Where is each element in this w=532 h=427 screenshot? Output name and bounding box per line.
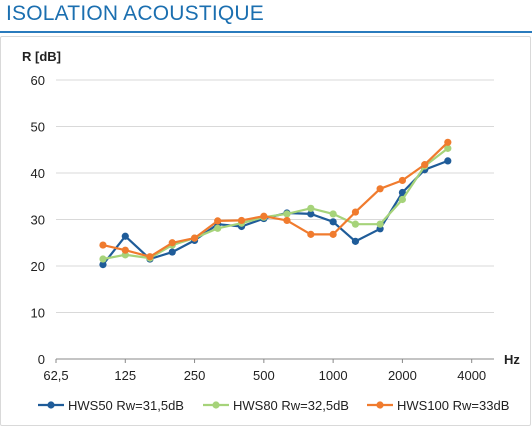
x-tick-label: 125: [114, 368, 136, 383]
data-point: [121, 246, 129, 254]
data-point: [329, 230, 337, 238]
data-point: [168, 248, 176, 256]
data-point: [121, 232, 129, 240]
data-point: [214, 217, 222, 225]
data-point: [329, 218, 337, 226]
data-point: [351, 208, 360, 216]
series-3: [99, 138, 452, 261]
legend-label: HWS100 Rw=33dB: [397, 398, 509, 413]
y-tick-label: 10: [31, 306, 45, 321]
data-point: [283, 210, 291, 218]
series-line: [102, 141, 449, 258]
x-tick-label: 250: [184, 368, 206, 383]
series-line: [102, 147, 449, 261]
data-point: [307, 230, 315, 238]
data-point: [444, 138, 452, 146]
data-point: [444, 144, 452, 152]
x-axis-label: Hz: [504, 352, 520, 367]
data-point: [307, 204, 315, 212]
title-divider: [0, 31, 532, 33]
y-tick-label: 60: [31, 73, 45, 88]
y-tick-label: 40: [31, 166, 45, 181]
chart-series: [99, 138, 452, 269]
chart-legend: HWS50 Rw=31,5dB HWS80 Rw=32,5dB HWS100 Rw=…: [38, 398, 509, 413]
chart-grid: [56, 79, 494, 360]
y-tick-label: 30: [31, 213, 45, 228]
data-point: [237, 216, 246, 225]
x-tick-label: 4000: [457, 368, 486, 383]
data-point: [260, 212, 268, 220]
x-tick-label: 500: [253, 368, 275, 383]
data-point: [214, 224, 222, 232]
data-point: [99, 241, 107, 249]
chart-axes: 0 10 20 30 40 50 60 62,5 125 250 500 1000 2000 4000 R …: [22, 49, 520, 383]
series-1: [99, 157, 452, 269]
page-title: ISOLATION ACOUSTIQUE: [6, 2, 264, 25]
legend-item: HWS100 Rw=33dB: [367, 398, 509, 413]
data-point: [398, 195, 407, 204]
series-2: [99, 144, 452, 263]
data-point: [444, 157, 452, 165]
data-point: [421, 161, 429, 169]
y-axis-label: R [dB]: [22, 49, 61, 64]
x-tick-label: 1000: [319, 368, 348, 383]
legend-label: HWS50 Rw=31,5dB: [68, 398, 184, 413]
x-tick-label: 62,5: [43, 368, 68, 383]
data-point: [307, 210, 315, 218]
data-point: [283, 216, 291, 225]
data-point: [99, 261, 107, 269]
legend-marker: [212, 401, 220, 409]
data-point: [190, 234, 199, 242]
legend-item: HWS80 Rw=32,5dB: [203, 398, 349, 413]
data-point: [376, 220, 384, 228]
data-point: [398, 176, 407, 185]
y-tick-label: 0: [38, 352, 45, 367]
data-point: [99, 255, 107, 263]
data-point: [168, 239, 176, 247]
data-point: [146, 253, 154, 261]
data-point: [329, 210, 337, 218]
legend-item: HWS50 Rw=31,5dB: [38, 398, 184, 413]
y-tick-label: 50: [31, 120, 45, 135]
data-point: [351, 237, 360, 245]
data-point: [398, 188, 407, 197]
data-point: [351, 220, 360, 228]
y-tick-label: 20: [31, 259, 45, 274]
series-line: [102, 159, 449, 266]
legend-label: HWS80 Rw=32,5dB: [233, 398, 349, 413]
x-tick-label: 2000: [388, 368, 417, 383]
data-point: [376, 185, 384, 193]
legend-marker: [376, 401, 384, 409]
chart-panel: [0, 36, 531, 426]
legend-marker: [47, 401, 55, 409]
